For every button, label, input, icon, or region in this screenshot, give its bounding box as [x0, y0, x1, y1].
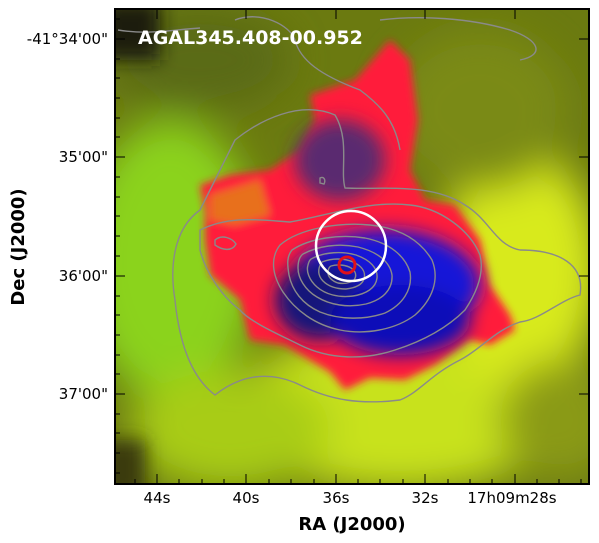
- plot-frame: [114, 8, 590, 485]
- image-panel: [115, 9, 589, 484]
- image-title: AGAL345.408-00.952: [138, 27, 363, 49]
- x-tick-label: 32s: [412, 489, 439, 507]
- beam-circle: [314, 209, 388, 283]
- y-tick-label: 36'00": [59, 267, 108, 285]
- y-tick-label: 37'00": [59, 385, 108, 403]
- contour-level-8: [318, 258, 366, 290]
- y-axis-title: Dec (J2000): [8, 188, 29, 305]
- contour-level-4: [272, 223, 436, 333]
- y-tick-labels: -41°34'00" 35'00" 36'00" 37'00": [27, 30, 108, 403]
- x-axis-title: RA (J2000): [298, 514, 405, 535]
- blue-emission: [275, 120, 480, 355]
- x-tick-label: 17h09m28s: [467, 489, 556, 507]
- x-tick-label: 40s: [233, 489, 260, 507]
- contour-small-left: [214, 236, 237, 251]
- x-tick-labels: 44s 40s 36s 32s 17h09m28s: [144, 489, 557, 507]
- dark-corner: [115, 9, 160, 484]
- axis-ticks: [115, 9, 589, 484]
- x-tick-label: 44s: [144, 489, 171, 507]
- x-tick-label: 36s: [323, 489, 350, 507]
- y-tick-label: 35'00": [59, 148, 108, 166]
- green-yellow-emission: [115, 10, 589, 484]
- source-marker: [337, 255, 357, 275]
- y-tick-label: -41°34'00": [27, 30, 108, 48]
- contour-level-5: [287, 235, 412, 319]
- contour-level-1: [117, 16, 537, 151]
- contour-small-top: [319, 176, 326, 185]
- contour-level-2: [172, 109, 582, 403]
- contour-level-6: [297, 244, 393, 307]
- contour-level-7: [306, 251, 378, 298]
- contour-level-3: [199, 203, 482, 358]
